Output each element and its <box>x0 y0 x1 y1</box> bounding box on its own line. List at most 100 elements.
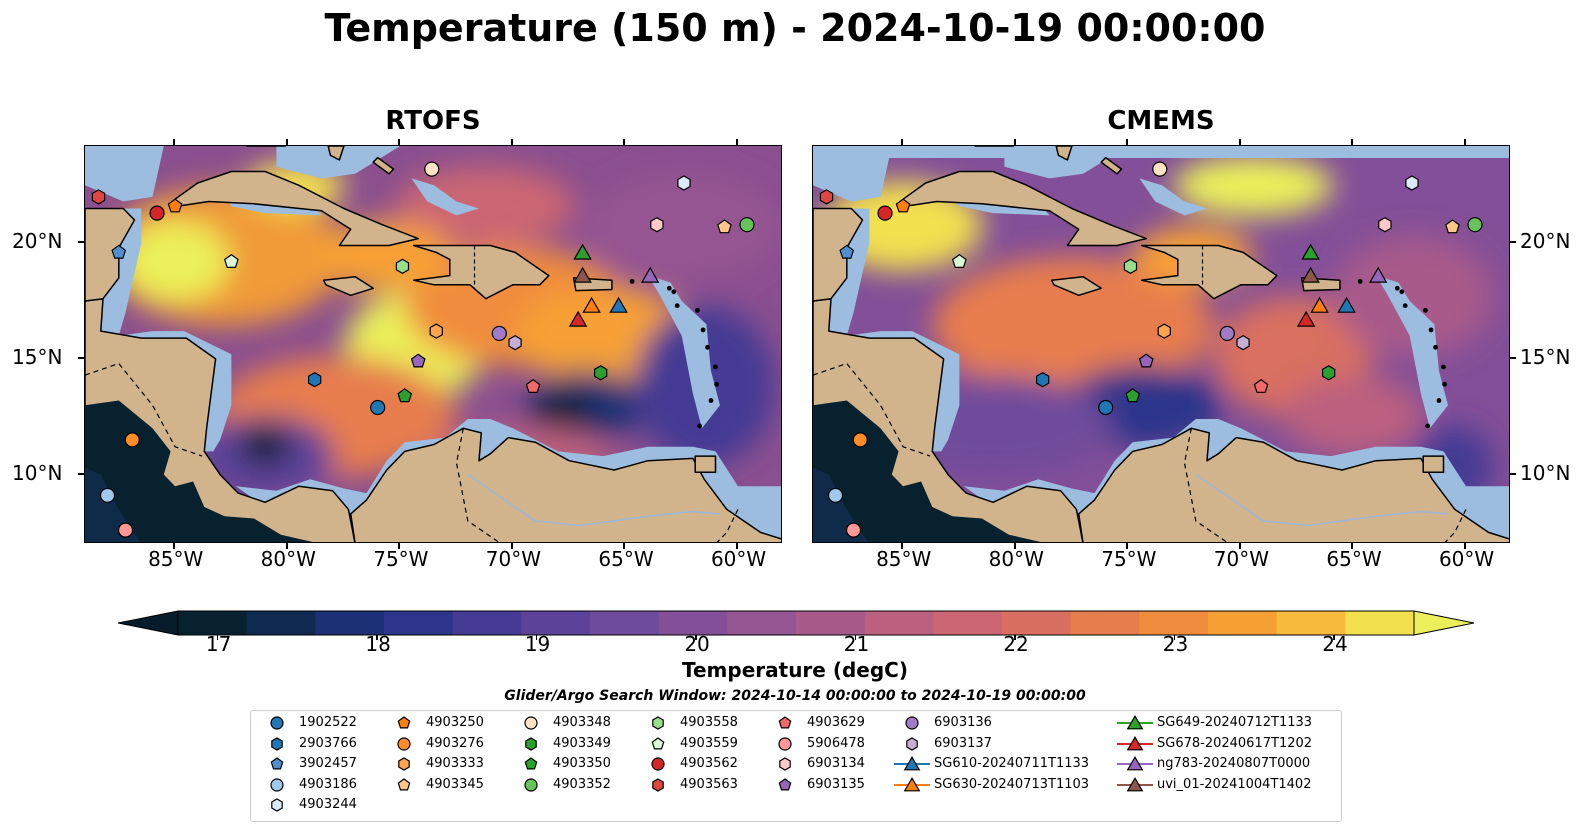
island-dot <box>1357 278 1363 284</box>
border-line <box>813 362 931 457</box>
lon-tick-label-right: 80°W <box>988 547 1044 571</box>
figure-title: Temperature (150 m) - 2024-10-19 00:00:0… <box>324 6 1266 50</box>
lon-tick-mark <box>398 543 401 549</box>
legend-marker-hexagon <box>652 716 664 730</box>
lat-tick-mark <box>78 472 84 475</box>
lon-tick-mark <box>1463 543 1466 549</box>
legend-marker-triangle <box>1117 756 1153 771</box>
lon-tick-mark <box>285 543 288 549</box>
argo-marker-6903136 <box>491 325 507 342</box>
colorbar-bin <box>521 611 591 635</box>
argo-marker-4903348 <box>424 161 440 177</box>
legend-symbol <box>271 798 283 813</box>
land-yucatan <box>85 207 136 302</box>
glider-marker-SG630-20240713T1103 <box>1310 296 1329 313</box>
lon-tick-mark <box>901 139 904 145</box>
legend-label: 5906478 <box>807 735 865 751</box>
map-panel-cmems[interactable] <box>812 145 1510 543</box>
legend-marker-pentagon <box>397 778 411 791</box>
lon-tick-mark <box>398 139 401 145</box>
legend-label: 1902522 <box>299 715 357 730</box>
legend-marker-hexagon <box>779 757 791 771</box>
island-dot <box>700 327 706 333</box>
argo-marker-4903559 <box>951 253 967 269</box>
argo-marker-4903559 <box>223 253 239 269</box>
argo-marker-5906478 <box>845 522 862 538</box>
land-jamaica <box>1050 275 1102 297</box>
island-dot <box>629 278 635 284</box>
pacific-overlay <box>85 400 313 542</box>
island-dot <box>1423 307 1428 313</box>
legend-symbol <box>525 736 537 751</box>
land-jamaica <box>322 275 374 297</box>
argo-marker-4903186 <box>99 487 116 504</box>
colorbar-bin <box>864 611 934 635</box>
lat-tick-label-left: 10°N <box>12 460 63 485</box>
legend-label: ng783-20240807T0000 <box>1157 756 1311 772</box>
lat-tick-mark <box>1510 356 1516 359</box>
colorbar-tick-mark <box>216 635 219 640</box>
lon-tick-mark <box>1351 139 1354 145</box>
argo-marker-6903135 <box>1138 353 1154 368</box>
island-dot <box>1428 327 1434 333</box>
border-line <box>455 428 500 542</box>
colorbar-bin <box>315 611 385 635</box>
argo-marker-5906478 <box>117 522 134 538</box>
colorbar-bin <box>590 611 660 635</box>
shallow-shelf <box>813 146 892 202</box>
legend-symbol <box>1126 715 1144 730</box>
colorbar-tick-label: 20 <box>684 632 710 656</box>
colorbar-bin <box>658 611 728 635</box>
legend-symbol <box>398 757 410 771</box>
argo-marker-4903348 <box>1152 161 1168 177</box>
argo-marker-4903352 <box>739 217 755 233</box>
legend-label: 4903629 <box>807 715 865 730</box>
legend-symbol <box>397 736 411 751</box>
legend-label: 4903276 <box>426 735 484 751</box>
argo-marker-4903352 <box>1467 217 1483 233</box>
colorbar-tick-mark <box>695 635 697 640</box>
argo-marker-4903562 <box>149 205 165 221</box>
legend-symbol <box>270 757 284 770</box>
lon-tick-label-left: 80°W <box>260 547 316 571</box>
lon-tick-label-left: 70°W <box>485 547 542 571</box>
land-bahamas-b <box>1100 156 1123 175</box>
argo-marker-6903134 <box>650 217 664 233</box>
legend-symbol <box>524 716 538 730</box>
lat-tick-label-right: 10°N <box>1520 460 1571 485</box>
island-dot <box>1399 289 1405 295</box>
marker-layer <box>819 161 1483 538</box>
map-panel-rtofs[interactable] <box>84 145 782 543</box>
legend-symbol <box>1126 735 1144 750</box>
legend-marker-hexagon <box>398 757 410 771</box>
legend-marker-circle <box>778 736 792 751</box>
legend-symbol <box>906 736 918 751</box>
shallow-shelf <box>411 178 479 216</box>
colorbar-tick-mark <box>535 635 538 640</box>
legend-marker-triangle <box>1117 735 1153 750</box>
argo-marker-6903135 <box>410 353 426 368</box>
island-dot <box>1394 285 1400 291</box>
lat-tick-mark <box>1510 472 1516 475</box>
pacific-overlay <box>813 400 1041 542</box>
legend-symbol <box>524 757 538 770</box>
argo-marker-1902522 <box>1098 399 1114 416</box>
lat-tick-mark <box>78 241 84 244</box>
legend-label: 4903186 <box>299 776 357 792</box>
lat-tick-label-right: 20°N <box>1520 229 1571 254</box>
legend-symbol <box>903 776 921 792</box>
border-line <box>716 509 739 542</box>
lat-tick-label-left: 20°N <box>12 229 63 254</box>
legend-label: 4903350 <box>553 756 611 772</box>
legend-label: 4903562 <box>680 756 738 772</box>
lat-tick-mark <box>1510 241 1516 244</box>
argo-marker-4903350 <box>397 388 413 403</box>
colorbar-tick-mark <box>854 635 857 640</box>
colorbar-tick-label: 17 <box>205 632 232 656</box>
land-layer <box>813 146 1509 542</box>
land-hispaniola <box>1140 244 1278 300</box>
legend-label: 4903333 <box>426 756 484 772</box>
island-dot <box>1433 344 1438 350</box>
map-canvas-rtofs <box>85 146 781 542</box>
lat-tick-label-left: 15°N <box>12 344 63 369</box>
